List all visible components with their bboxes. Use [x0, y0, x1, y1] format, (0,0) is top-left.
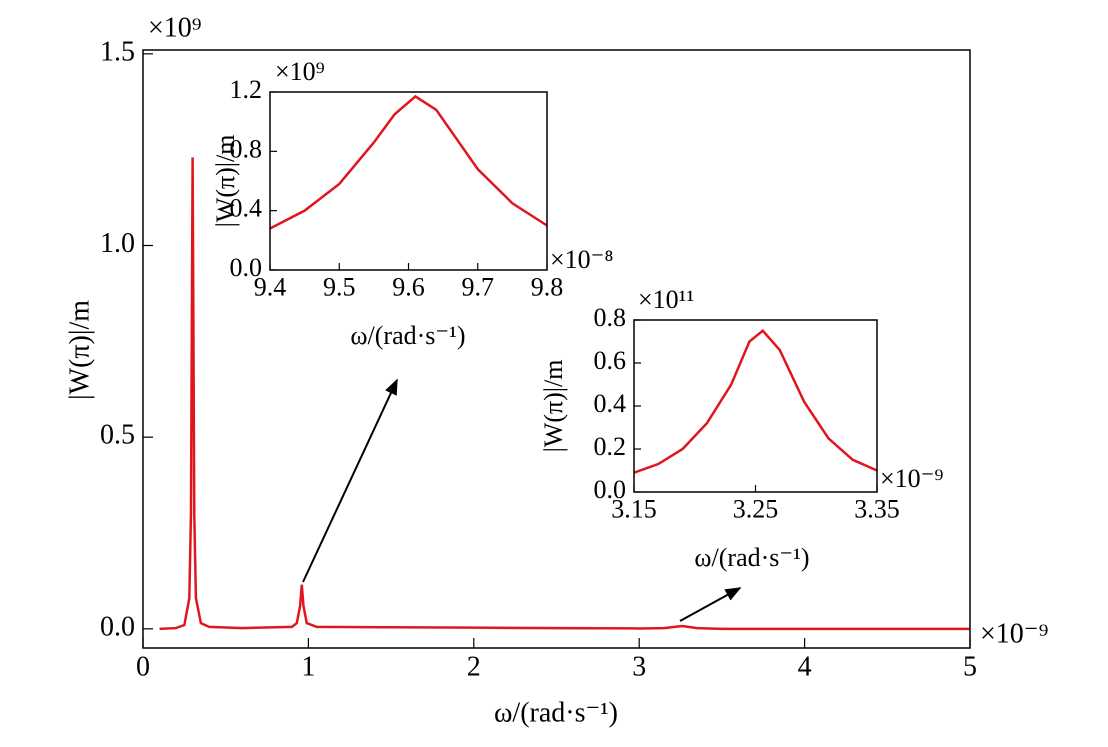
inset-background: [270, 92, 547, 270]
x-tick-label: 9.5: [323, 272, 356, 301]
y-tick-label: 0.5: [100, 420, 135, 451]
x-tick-label: 3.25: [733, 494, 779, 523]
y-multiplier: ×10⁹: [275, 57, 325, 86]
x-tick-label: 5: [963, 651, 977, 682]
y-axis-label: |W(π)|/m: [211, 135, 240, 228]
data-line: [269, 94, 548, 230]
x-multiplier: ×10⁻⁹: [980, 618, 1048, 649]
x-tick-label: 3.15: [611, 494, 657, 523]
plot-frame: [142, 49, 971, 649]
y-tick-label: 0.4: [594, 389, 627, 418]
plot-frame: [633, 319, 878, 493]
x-tick-label: 3: [632, 651, 646, 682]
y-multiplier: ×10⁹: [148, 12, 202, 43]
plot-frame: [269, 91, 548, 271]
x-multiplier: ×10⁻⁹: [880, 464, 943, 493]
x-axis-label: ω/(rad·s⁻¹): [350, 321, 465, 350]
data-line: [159, 157, 970, 631]
plot: 9.4 9.5 9.6 9.7 9.8 0.0 0.4 0.8 1.2 ×10⁹ ×10⁻⁸ ω/(r…: [211, 57, 613, 350]
y-tick-label: 0.0: [594, 475, 627, 504]
x-tick-label: 0: [136, 651, 150, 682]
x-tick-label: 3.35: [854, 494, 900, 523]
y-tick-label: 0.2: [594, 432, 627, 461]
plot: 0 1 2 3 4 5 0.0 0.5 1.0 1.5 ×10⁹ ×10⁻⁹ ω/(rad·s⁻¹) |W…: [64, 12, 1048, 728]
y-tick-label: 0.4: [230, 194, 263, 223]
plot: 3.15 3.25 3.35 0.0 0.2 0.4 0.6 0.8 ×10¹¹ ×10⁻⁹ ω/(…: [539, 285, 943, 572]
x-tick-label: 1: [301, 651, 315, 682]
inset-background: [634, 320, 877, 492]
arrow: [679, 587, 742, 622]
y-tick-label: 0.0: [230, 253, 263, 282]
x-tick-label: 9.7: [462, 272, 495, 301]
y-tick-label: 1.5: [100, 36, 135, 67]
y-tick-label: 0.8: [230, 134, 263, 163]
x-tick-label: 9.8: [531, 272, 564, 301]
x-tick-label: 9.6: [392, 272, 425, 301]
arrow: [302, 378, 398, 583]
x-axis-label: ω/(rad·s⁻¹): [494, 697, 618, 728]
data-line: [633, 329, 878, 474]
y-tick-label: 0.0: [100, 611, 135, 642]
x-tick-label: 4: [798, 651, 812, 682]
x-tick-label: 9.4: [254, 272, 287, 301]
y-tick-label: 1.2: [230, 75, 263, 104]
y-tick-label: 0.6: [594, 346, 627, 375]
x-tick-label: 2: [467, 651, 481, 682]
x-axis-label: ω/(rad·s⁻¹): [694, 543, 809, 572]
y-multiplier: ×10¹¹: [638, 285, 694, 314]
y-tick-label: 0.8: [594, 303, 627, 332]
y-axis-label: |W(π)|/m: [539, 360, 568, 453]
y-tick-label: 1.0: [100, 228, 135, 259]
x-multiplier: ×10⁻⁸: [550, 245, 613, 274]
y-axis-label: |W(π)|/m: [64, 300, 95, 400]
